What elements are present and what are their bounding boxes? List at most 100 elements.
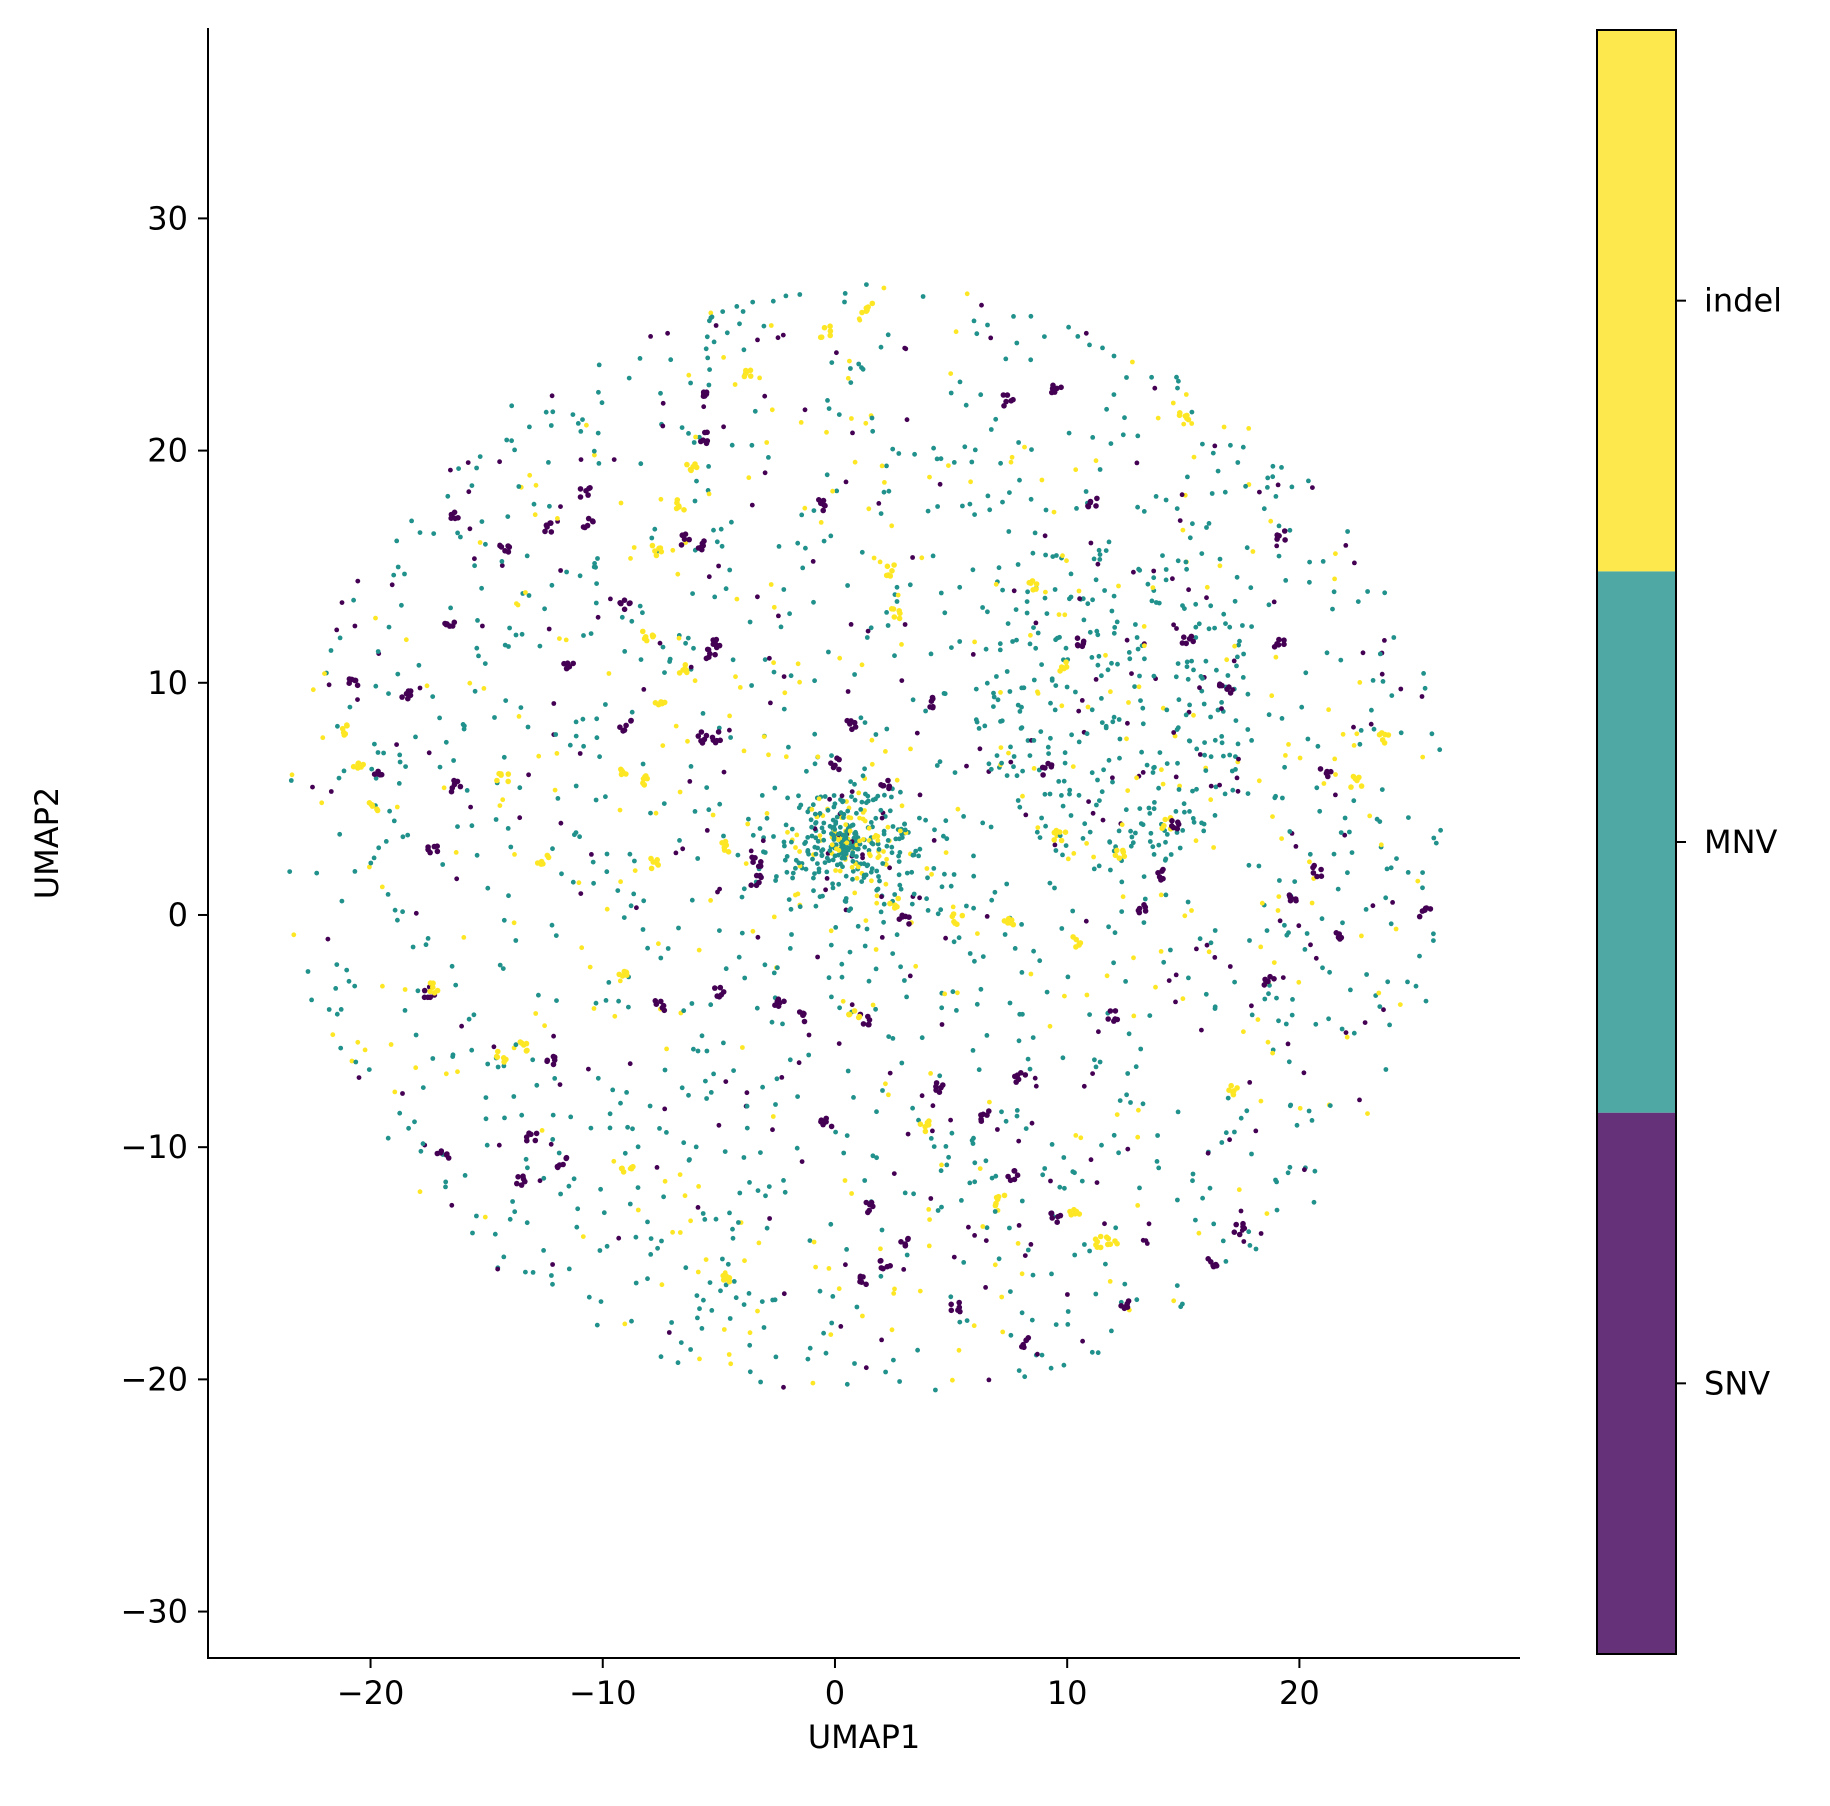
point-mnv — [1187, 809, 1192, 814]
point-mnv — [1042, 595, 1048, 601]
point-mnv — [597, 1248, 603, 1253]
point-indel — [845, 375, 851, 381]
point-mnv — [1122, 415, 1127, 421]
point-indel — [817, 833, 823, 838]
point-indel — [552, 787, 558, 793]
point-indel — [875, 855, 881, 861]
point-indel — [734, 596, 740, 602]
point-mnv — [1154, 1159, 1160, 1164]
point-mnv — [1008, 1332, 1014, 1338]
point-indel — [998, 690, 1003, 695]
point-indel — [344, 722, 350, 728]
point-mnv — [773, 1354, 779, 1360]
point-mnv — [1111, 353, 1117, 359]
point-indel — [1000, 1329, 1006, 1335]
point-indel — [524, 1047, 530, 1054]
point-mnv — [1405, 979, 1410, 985]
point-mnv — [904, 1252, 910, 1258]
point-mnv — [507, 1216, 513, 1222]
point-indel — [591, 1006, 597, 1011]
point-mnv — [1024, 610, 1030, 616]
point-mnv — [1237, 638, 1242, 644]
point-mnv — [951, 939, 957, 945]
point-mnv — [1157, 750, 1163, 755]
point-indel — [557, 636, 562, 641]
point-mnv — [830, 885, 836, 891]
point-mnv — [464, 788, 470, 793]
point-mnv — [1327, 969, 1332, 975]
point-indel — [1170, 400, 1176, 406]
point-snv — [948, 1307, 955, 1314]
point-snv — [899, 678, 905, 683]
point-indel — [380, 983, 385, 989]
point-snv — [618, 600, 624, 607]
point-mnv — [1156, 785, 1161, 791]
point-mnv — [391, 572, 397, 578]
point-mnv — [727, 1316, 733, 1321]
point-snv — [1057, 1212, 1064, 1219]
point-snv — [986, 1377, 992, 1383]
point-snv — [1314, 873, 1320, 880]
point-mnv — [865, 862, 871, 868]
scatter-points — [287, 282, 1443, 1393]
point-mnv — [1025, 589, 1030, 595]
point-mnv — [831, 793, 837, 798]
point-mnv — [395, 917, 400, 923]
point-mnv — [376, 845, 382, 851]
point-indel — [929, 871, 934, 877]
point-mnv — [493, 817, 499, 822]
point-mnv — [508, 844, 514, 850]
point-snv — [413, 910, 419, 916]
point-indel — [563, 637, 569, 643]
point-indel — [289, 772, 295, 778]
point-mnv — [1011, 754, 1017, 759]
point-mnv — [1187, 535, 1193, 541]
point-indel — [1078, 1135, 1084, 1141]
point-mnv — [854, 854, 859, 859]
point-indel — [592, 452, 597, 458]
point-snv — [896, 916, 903, 922]
point-indel — [1172, 733, 1178, 739]
point-mnv — [1335, 886, 1341, 892]
point-mnv — [1280, 795, 1285, 801]
point-mnv — [897, 850, 903, 855]
point-indel — [455, 1069, 460, 1075]
point-mnv — [662, 1067, 668, 1073]
point-mnv — [1212, 813, 1218, 818]
point-mnv — [1210, 450, 1216, 456]
point-mnv — [470, 1230, 475, 1236]
point-mnv — [1066, 430, 1072, 436]
point-mnv — [761, 323, 767, 329]
point-snv — [678, 542, 685, 548]
point-mnv — [418, 1148, 424, 1154]
point-snv — [426, 750, 432, 756]
point-mnv — [573, 783, 579, 789]
point-mnv — [1156, 842, 1162, 848]
point-mnv — [931, 445, 936, 451]
point-mnv — [1249, 1151, 1254, 1157]
point-mnv — [1147, 839, 1153, 844]
point-indel — [869, 300, 876, 307]
point-mnv — [1240, 444, 1246, 450]
point-snv — [767, 655, 772, 661]
point-indel — [1125, 788, 1131, 793]
point-mnv — [970, 1141, 976, 1146]
point-snv — [548, 529, 555, 535]
point-indel — [417, 1189, 423, 1195]
point-mnv — [998, 719, 1003, 724]
point-mnv — [869, 415, 875, 421]
point-indel — [946, 463, 951, 468]
point-mnv — [1358, 728, 1364, 733]
point-snv — [917, 895, 922, 901]
point-snv — [517, 815, 523, 821]
point-mnv — [1219, 740, 1225, 746]
point-indel — [854, 875, 860, 881]
point-snv — [1049, 1215, 1055, 1221]
point-mnv — [543, 409, 549, 415]
point-mnv — [1095, 662, 1101, 668]
point-mnv — [1030, 1272, 1036, 1278]
point-indel — [953, 329, 959, 335]
point-snv — [654, 1165, 660, 1170]
point-snv — [752, 855, 758, 861]
point-mnv — [683, 1265, 689, 1271]
